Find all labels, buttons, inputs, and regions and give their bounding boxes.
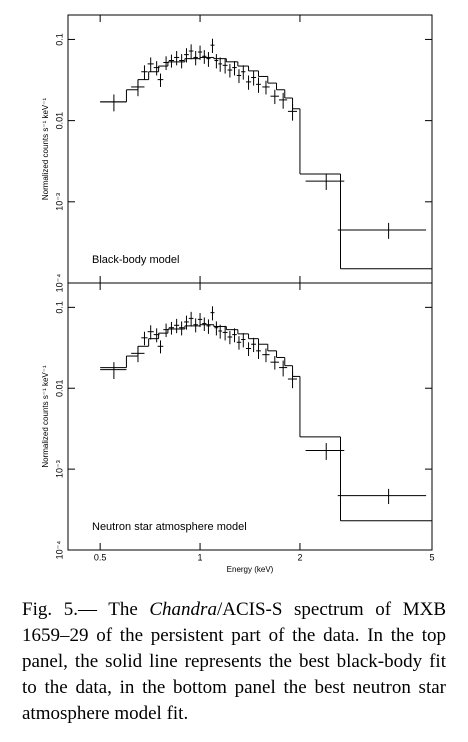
y-tick-label: 10⁻³ [54, 193, 64, 211]
y-tick-label: 10⁻⁴ [54, 274, 64, 293]
y-tick-label: 0.01 [54, 379, 64, 397]
caption-text: /ACIS-S spectrum of MXB 1659–29 of the p… [22, 599, 446, 724]
panel-annotation: Neutron star atmosphere model [92, 521, 247, 533]
y-axis-label: Normalized counts s⁻¹ keV⁻¹ [41, 98, 50, 201]
x-tick-label: 5 [429, 552, 434, 562]
y-tick-label: 0.1 [54, 33, 64, 46]
plot-frame [67, 14, 433, 284]
panel-annotation: Black-body model [92, 254, 179, 266]
y-tick-label: 0.01 [54, 112, 64, 130]
caption: Fig. 5.— The Chandra/ACIS-S spectrum of … [22, 597, 446, 727]
y-axis-label: Normalized counts s⁻¹ keV⁻¹ [41, 365, 50, 468]
x-tick-label: 2 [297, 552, 302, 562]
x-axis-label: Energy (keV) [227, 565, 274, 574]
x-tick-label: 0.5 [94, 552, 107, 562]
y-tick-label: 0.1 [54, 301, 64, 314]
chart: 10⁻⁴ 10⁻³ 0.01 0.1 Normalized counts s⁻¹ keV… [41, 14, 435, 574]
y-tick-label: 10⁻⁴ [54, 541, 64, 560]
x-tick-label: 1 [198, 552, 203, 562]
y-tick-label: 10⁻³ [54, 460, 64, 478]
caption-italic: Chandra [149, 599, 217, 620]
plot-frame [67, 282, 433, 551]
caption-prefix: Fig. 5.— The [22, 599, 150, 620]
